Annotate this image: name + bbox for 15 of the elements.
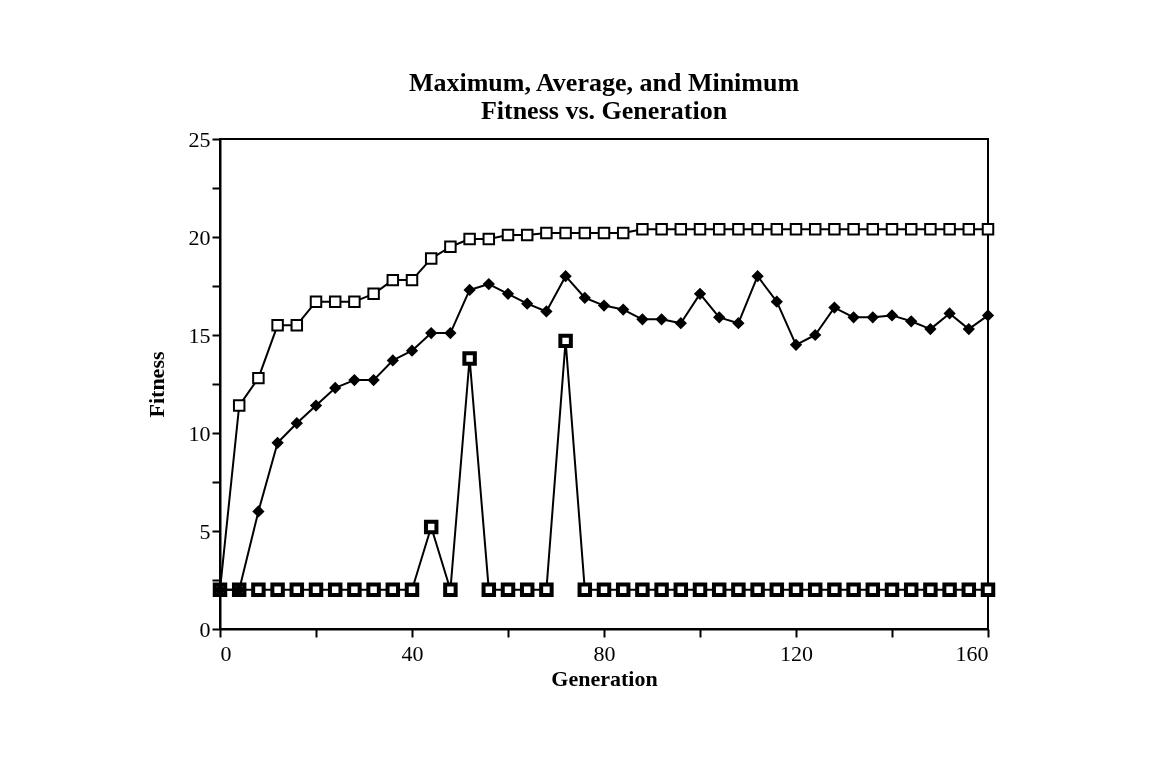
x-tick-label: 80: [593, 640, 616, 666]
x-tick-label: 40: [401, 640, 424, 666]
text: Maximum, Average, and Minimum: [408, 68, 800, 97]
y-tick-label: 20: [188, 224, 211, 250]
x-tick-label: 160: [955, 640, 989, 666]
y-tick-label: 5: [199, 518, 211, 544]
y-axis-title: Fitness: [143, 351, 169, 418]
x-axis-title: Generation: [551, 665, 658, 691]
y-tick-label: 10: [188, 420, 211, 446]
y-tick-label: 25: [188, 126, 211, 152]
y-tick-label: 15: [188, 322, 211, 348]
y-tick-label: 0: [199, 616, 211, 642]
x-tick-label: 0: [220, 640, 232, 666]
x-tick-label: 120: [780, 640, 813, 666]
text: Fitness vs. Generation: [480, 96, 728, 125]
